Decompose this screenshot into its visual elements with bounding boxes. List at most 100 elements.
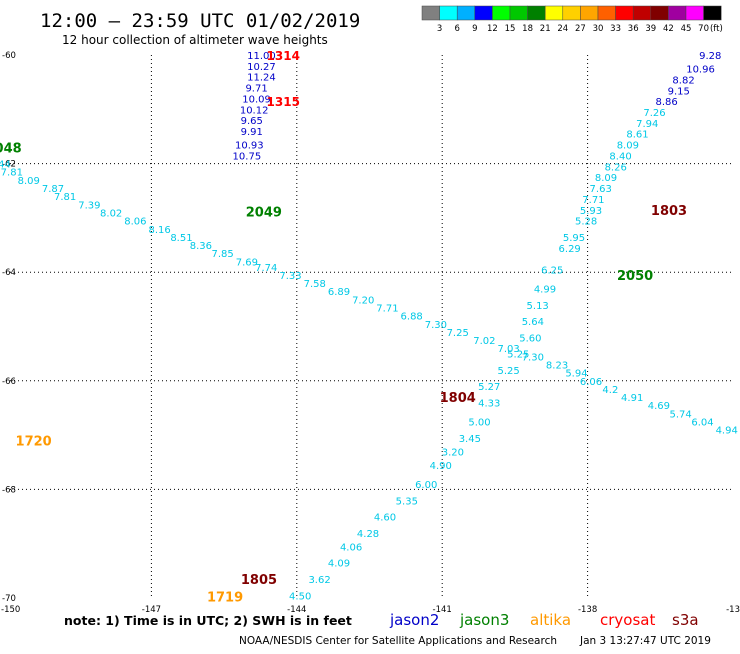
colorbar-swatch xyxy=(598,6,616,20)
swh-value-label: 9.65 xyxy=(241,116,263,127)
swh-value-label: 7.81 xyxy=(54,192,76,203)
colorbar-swatch xyxy=(545,6,563,20)
swh-value-label: 6.06 xyxy=(580,377,602,388)
swh-value-label: 4.91 xyxy=(621,393,643,404)
swh-value-label: 7.26 xyxy=(643,108,665,119)
colorbar-tick-label: 27 xyxy=(575,24,586,34)
swh-value-label: 7.30 xyxy=(425,320,447,331)
swh-value-label: 6.89 xyxy=(328,287,350,298)
data-marks: 11.0010.2711.249.7110.0910.129.659.9110.… xyxy=(0,49,740,602)
swh-value-label: 7.39 xyxy=(78,200,100,211)
pass-time-label: 2049 xyxy=(246,205,282,220)
colorbar-tick-label: 33 xyxy=(610,24,621,34)
swh-value-label: 6.25 xyxy=(541,265,563,276)
grid xyxy=(6,55,733,598)
swh-value-label: 7.33 xyxy=(279,271,301,282)
swh-value-label: 6.04 xyxy=(691,418,713,429)
swh-value-label: 8.09 xyxy=(617,141,639,152)
swh-value-label: 7.02 xyxy=(473,336,495,347)
pass-time-label: 1804 xyxy=(440,391,476,406)
swh-value-label: 7.30 xyxy=(522,352,544,363)
swh-value-label: 7.58 xyxy=(304,279,326,290)
swh-value-label: 4.99 xyxy=(534,284,556,295)
swh-value-label: 8.06 xyxy=(124,217,146,228)
legend-entry-altika: altika xyxy=(530,611,571,629)
colorbar-tick-label: 24 xyxy=(557,24,568,34)
y-tick-label: -66 xyxy=(2,377,16,387)
swh-value-label: 7.71 xyxy=(376,303,398,314)
x-tick-label: -150 xyxy=(1,605,20,615)
swh-value-label: 10.75 xyxy=(233,151,262,162)
colorbar-tick-label: 9 xyxy=(472,24,477,34)
colorbar-swatch xyxy=(668,6,686,20)
colorbar-tick-label: 12 xyxy=(487,24,498,34)
pass-time-label: 1719 xyxy=(207,590,243,605)
swh-value-label: 6.88 xyxy=(401,312,423,323)
swh-value-label: 7.25 xyxy=(447,328,469,339)
swh-value-label: 4.06 xyxy=(340,542,362,553)
colorbar-tick-label: 21 xyxy=(540,24,551,34)
swh-value-label: 9.71 xyxy=(245,84,267,95)
swh-value-label: 8.61 xyxy=(626,130,648,141)
pass-time-label: 1720 xyxy=(16,435,52,450)
swh-value-label: 4.60 xyxy=(374,513,396,524)
colorbar-swatch xyxy=(422,6,440,20)
colorbar-tick-label: 42 xyxy=(663,24,674,34)
y-tick-label: -64 xyxy=(2,268,16,278)
colorbar-tick-label: 36 xyxy=(628,24,639,34)
swh-value-label: 5.95 xyxy=(563,233,585,244)
colorbar-swatch xyxy=(651,6,669,20)
pass-time-label: 1803 xyxy=(651,204,687,219)
swh-value-label: 6.29 xyxy=(559,244,581,255)
swh-value-label: 5.35 xyxy=(396,496,418,507)
swh-value-label: 6.00 xyxy=(415,480,437,491)
colorbar-swatch xyxy=(563,6,581,20)
swh-value-label: 8.16 xyxy=(149,225,171,236)
chart-title: 12:00 – 23:59 UTC 01/02/2019 xyxy=(40,10,360,32)
swh-value-label: 3.20 xyxy=(442,447,464,458)
footer-timestamp: Jan 3 13:27:47 UTC 2019 xyxy=(579,635,711,647)
footer-note: note: 1) Time is in UTC; 2) SWH is in fe… xyxy=(64,613,352,628)
swh-value-label: 3.62 xyxy=(308,575,330,586)
swh-value-label: 10.93 xyxy=(235,141,264,152)
swh-value-label: 5.74 xyxy=(670,409,692,420)
swh-value-label: 5.60 xyxy=(519,333,541,344)
swh-value-label: 8.40 xyxy=(609,151,631,162)
swh-value-label: 5.64 xyxy=(522,317,544,328)
colorbar-swatch xyxy=(510,6,528,20)
colorbar-tick-label: 18 xyxy=(522,24,533,34)
pass-time-label: 1314 xyxy=(267,49,300,63)
swh-value-label: 8.86 xyxy=(655,97,677,108)
swh-value-label: 3.45 xyxy=(459,434,481,445)
colorbar-tick-label: 3 xyxy=(437,24,442,34)
swh-value-label: 11.24 xyxy=(247,73,276,84)
legend-entry-s3a: s3a xyxy=(672,611,699,629)
colorbar-swatch xyxy=(616,6,634,20)
swh-value-label: 4.50 xyxy=(289,591,311,602)
legend-entry-jason2: jason2 xyxy=(389,611,439,629)
colorbar-swatch xyxy=(686,6,704,20)
x-tick-label: -138 xyxy=(578,605,597,615)
legend-entry-cryosat: cryosat xyxy=(600,611,655,629)
swh-value-label: 7.71 xyxy=(582,195,604,206)
swh-value-label: 7.94 xyxy=(636,119,658,130)
pass-time-label: 2050 xyxy=(617,269,653,284)
colorbar-tick-label: 15 xyxy=(505,24,516,34)
x-tick-label: -13 xyxy=(726,605,740,615)
colorbar-swatch xyxy=(440,6,458,20)
swh-value-label: 5.00 xyxy=(468,418,490,429)
swh-value-label: 8.09 xyxy=(18,176,40,187)
pass-time-label: 2048 xyxy=(0,141,22,156)
colorbar-swatch xyxy=(492,6,510,20)
swh-value-label: 8.09 xyxy=(595,173,617,184)
swh-value-label: 4.28 xyxy=(357,529,379,540)
swh-value-label: 4.09 xyxy=(328,559,350,570)
swh-value-label: 7.03 xyxy=(497,344,519,355)
colorbar-tick-label: 70 xyxy=(698,24,709,34)
swh-value-label: 10.27 xyxy=(247,62,276,73)
colorbar-tick-label: 30 xyxy=(593,24,604,34)
swh-value-label: 7.20 xyxy=(352,295,374,306)
swh-value-label: 4.90 xyxy=(430,461,452,472)
swh-value-label: 8.02 xyxy=(100,208,122,219)
